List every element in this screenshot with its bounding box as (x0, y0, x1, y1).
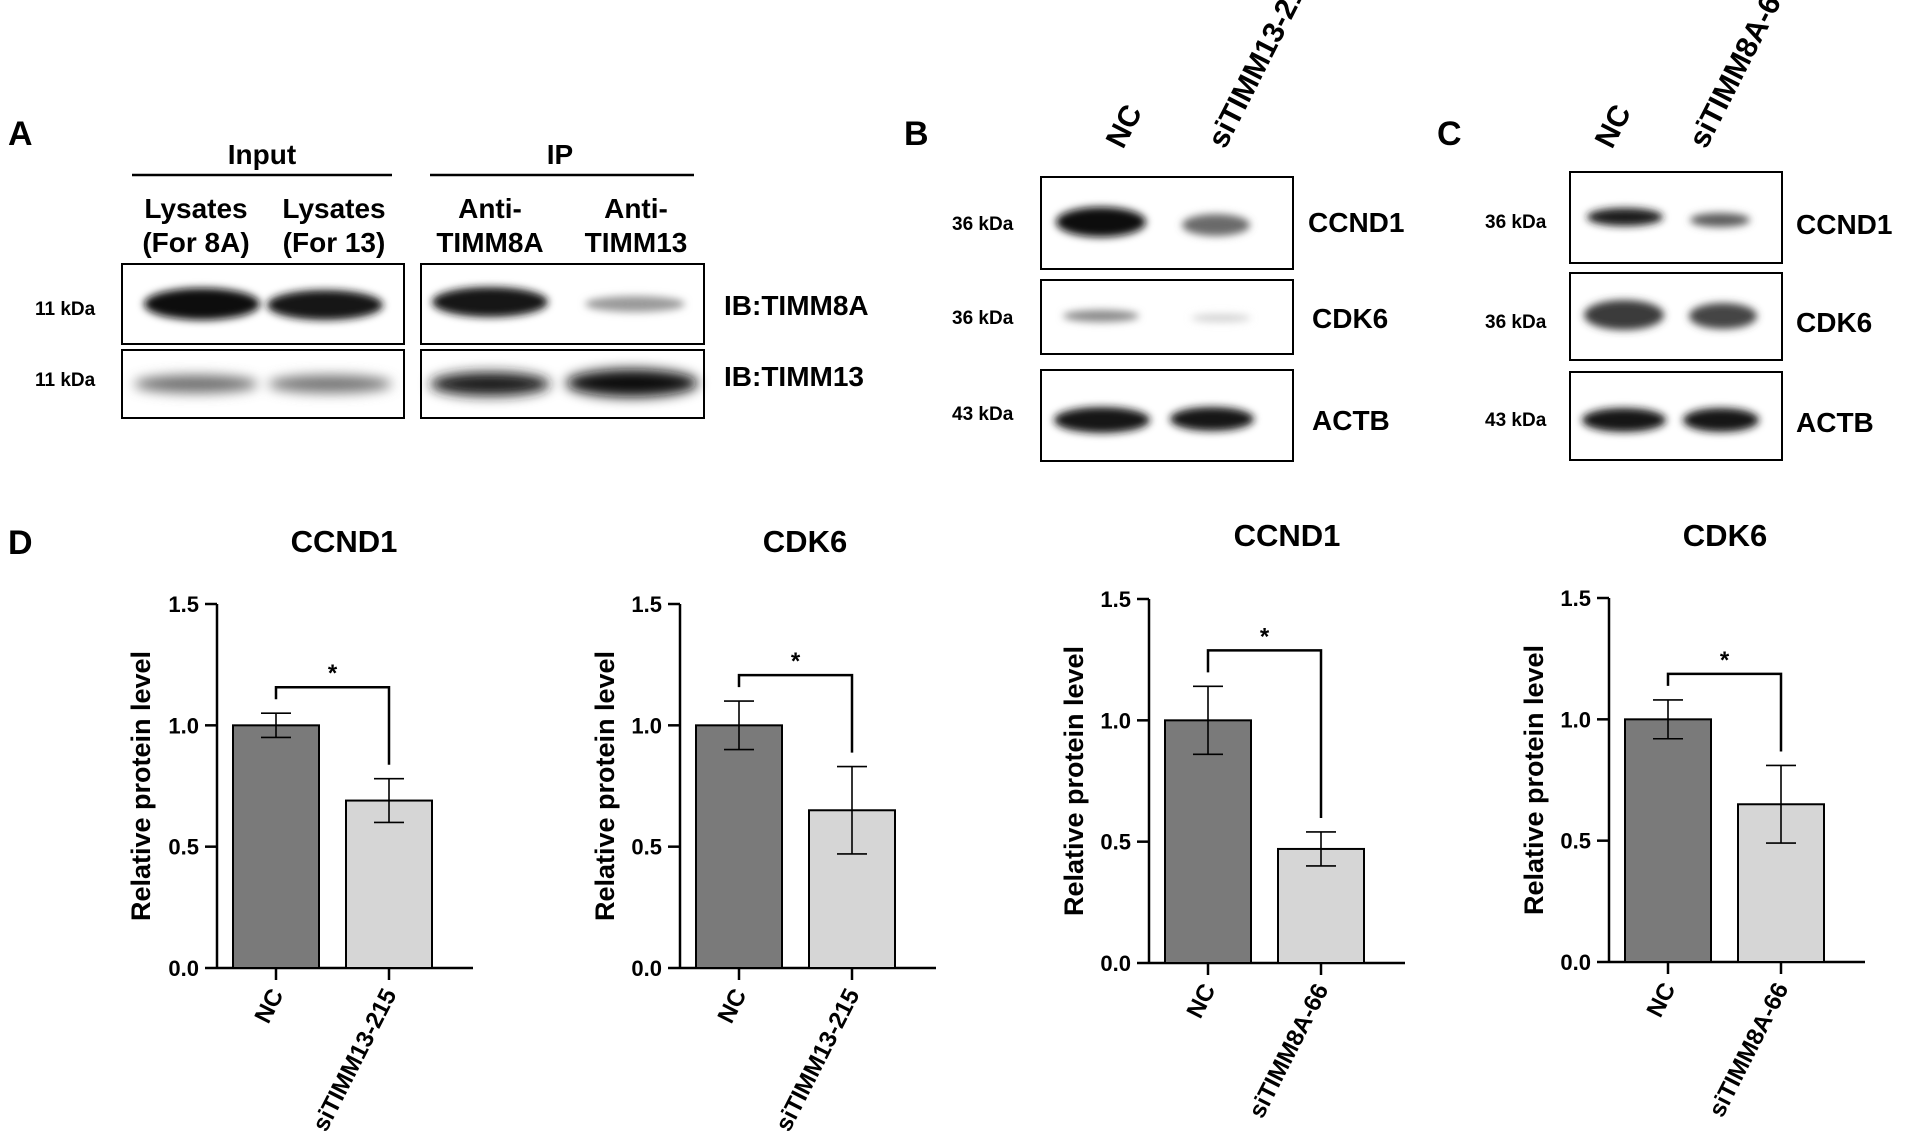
y-tick-label: 0.5 (168, 835, 199, 860)
lane-label-anti-timm13-line2: TIMM13 (585, 227, 688, 258)
lane-label-anti-timm13-line1: Anti- (604, 193, 668, 224)
y-tick-label: 0.0 (631, 956, 662, 981)
kda-marker-b-cdk6: 36 kDa (952, 308, 1014, 329)
x-tick-label: siTIMM8A-66 (1244, 979, 1335, 1122)
bar (1164, 719, 1252, 964)
panel-label-a: A (8, 115, 33, 153)
y-tick-label: 1.0 (1560, 707, 1591, 732)
significance-star: * (791, 648, 801, 675)
lane-label-b-sitimm13-215: siTIMM13-215 (1202, 0, 1320, 153)
lane-label-anti-timm8a-line2: TIMM8A (436, 227, 543, 258)
kda-marker-a-row2: 11 kDa (35, 370, 96, 391)
y-axis-label: Relative protein level (590, 651, 620, 921)
x-tick-label: NC (1642, 978, 1682, 1021)
ib-label-timm8a: IB:TIMM8A (724, 290, 869, 321)
bar (695, 724, 783, 969)
panel-label-d: D (8, 524, 33, 562)
significance-star: * (1260, 623, 1270, 650)
y-tick-label: 1.5 (168, 592, 199, 617)
x-tick-label: siTIMM8A-66 (1704, 978, 1795, 1121)
ib-label-timm13: IB:TIMM13 (724, 361, 864, 392)
y-axis-label: Relative protein level (1059, 646, 1089, 916)
panel-label-b: B (904, 115, 929, 153)
lane-label-lysates-8a-line2: (For 8A) (142, 227, 249, 258)
protein-label-b-ccnd1: CCND1 (1308, 207, 1404, 238)
kda-marker-b-ccnd1: 36 kDa (952, 214, 1014, 235)
bar-chart-4: CDK6 Relative protein level 0.0 0.5 1.0 1.5 NC… (1519, 518, 1865, 1121)
y-tick-label: 1.0 (1100, 708, 1131, 733)
bar (345, 799, 433, 969)
bands-a-row1 (144, 287, 685, 320)
input-group-label: Input (228, 139, 296, 170)
chart-title: CCND1 (291, 524, 398, 559)
bar-chart-2: CDK6 Relative protein level 0.0 0.5 1.0 1.5 NC… (590, 524, 936, 1134)
protein-label-c-ccnd1: CCND1 (1796, 209, 1892, 240)
y-tick-label: 1.5 (1100, 587, 1131, 612)
y-tick-label: 0.5 (1560, 829, 1591, 854)
chart-title: CCND1 (1234, 518, 1341, 553)
lane-label-anti-timm8a-line1: Anti- (458, 193, 522, 224)
y-tick-label: 1.5 (1560, 586, 1591, 611)
bar-chart-3: CCND1 Relative protein level 0.0 0.5 1.0 1.5 N… (1059, 518, 1405, 1122)
significance-star: * (1720, 647, 1730, 674)
lane-label-lysates-13-line1: Lysates (282, 193, 385, 224)
y-tick-label: 0.0 (168, 956, 199, 981)
panel-label-c: C (1437, 115, 1462, 153)
bands-a-row2 (134, 369, 698, 397)
y-tick-label: 0.5 (1100, 830, 1131, 855)
lane-label-b-nc: NC (1100, 100, 1149, 154)
significance-bracket (1206, 649, 1323, 818)
lane-label-lysates-13-line2: (For 13) (283, 227, 386, 258)
protein-label-b-actb: ACTB (1312, 405, 1390, 436)
ip-group-label: IP (547, 139, 573, 170)
x-tick-label: siTIMM13-215 (770, 984, 865, 1134)
protein-label-c-cdk6: CDK6 (1796, 307, 1872, 338)
y-tick-label: 0.0 (1100, 951, 1131, 976)
y-tick-label: 0.5 (631, 835, 662, 860)
kda-marker-c-ccnd1: 36 kDa (1485, 212, 1547, 233)
bar (1277, 847, 1365, 964)
significance-bracket (737, 673, 854, 753)
x-tick-label: NC (1182, 979, 1222, 1022)
lane-label-c-sitimm8a-66: siTIMM8A-66 (1683, 0, 1796, 153)
significance-star: * (328, 660, 338, 687)
significance-bracket (1666, 672, 1783, 752)
chart-title: CDK6 (763, 524, 847, 559)
bar (1624, 718, 1712, 963)
x-tick-label: siTIMM13-215 (307, 984, 402, 1134)
y-tick-label: 1.5 (631, 592, 662, 617)
kda-marker-a-row1: 11 kDa (35, 299, 96, 320)
y-axis-label: Relative protein level (1519, 645, 1549, 915)
kda-marker-c-actb: 43 kDa (1485, 410, 1547, 431)
bands-b (1054, 207, 1254, 433)
x-tick-label: NC (250, 984, 290, 1027)
kda-marker-b-actb: 43 kDa (952, 404, 1014, 425)
y-tick-label: 0.0 (1560, 950, 1591, 975)
y-axis-label: Relative protein level (126, 651, 156, 921)
significance-bracket (274, 685, 391, 765)
lane-label-c-nc: NC (1589, 100, 1638, 154)
bands-c (1582, 208, 1759, 432)
y-tick-label: 1.0 (168, 713, 199, 738)
y-tick-label: 1.0 (631, 713, 662, 738)
kda-marker-c-cdk6: 36 kDa (1485, 312, 1547, 333)
bar-chart-1: CCND1 Relative protein level 0.0 0.5 1.0 1.5 N… (126, 524, 473, 1134)
protein-label-b-cdk6: CDK6 (1312, 303, 1388, 334)
x-tick-label: NC (713, 984, 753, 1027)
chart-title: CDK6 (1683, 518, 1767, 553)
lane-label-lysates-8a-line1: Lysates (144, 193, 247, 224)
protein-label-c-actb: ACTB (1796, 407, 1874, 438)
bar (232, 724, 320, 969)
bar-charts: CCND1 Relative protein level 0.0 0.5 1.0 1.5 N… (126, 518, 1865, 1134)
